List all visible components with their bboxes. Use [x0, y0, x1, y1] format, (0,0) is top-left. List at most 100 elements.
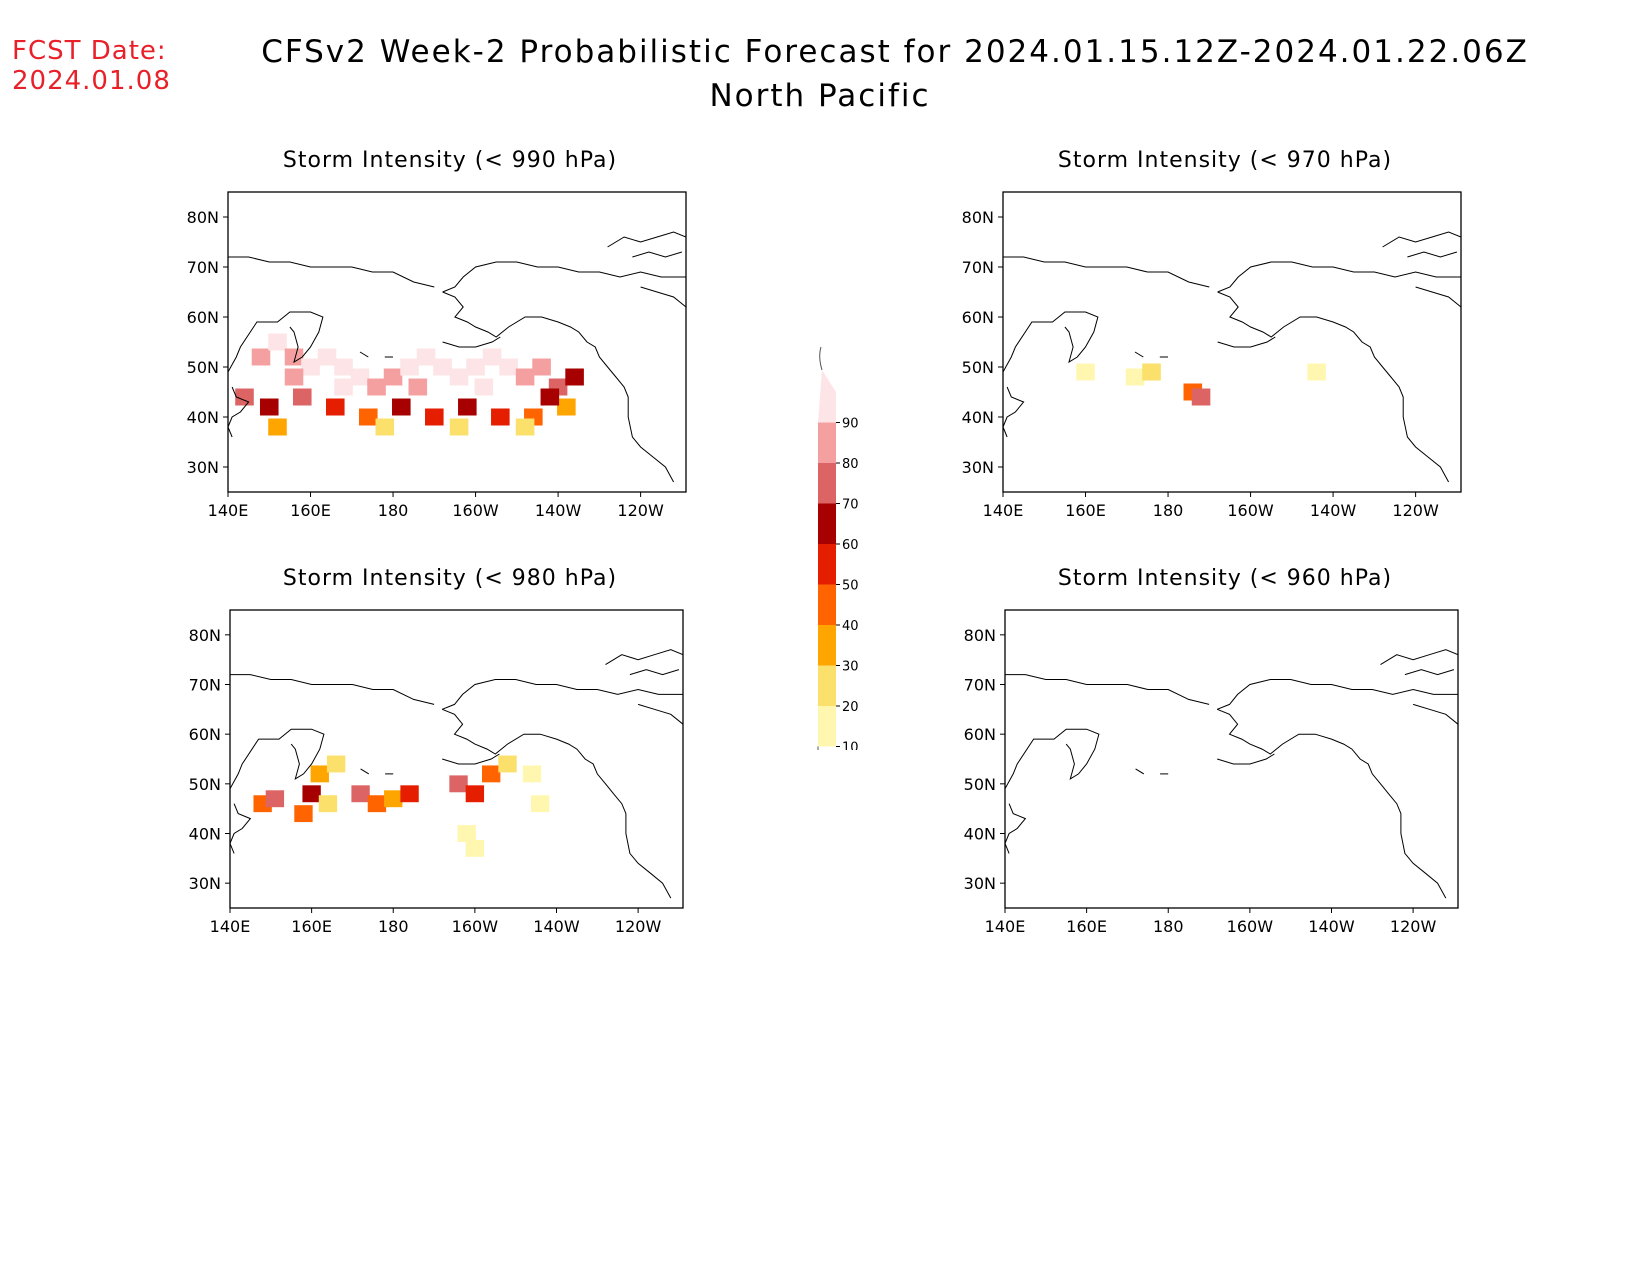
legend-swatch: [818, 665, 836, 706]
legend-swatch: [818, 503, 836, 544]
map-frame: [1002, 191, 1462, 493]
probability-cell: [482, 348, 502, 366]
probability-cell: [392, 398, 411, 416]
legend-swatch: [818, 625, 836, 666]
lat-tick-label: 60N: [962, 308, 994, 327]
fcst-date-block: FCST Date: 2024.01.08: [12, 36, 171, 96]
coastline: [629, 669, 680, 676]
probability-cell: [416, 348, 436, 366]
map-frame: [1004, 609, 1459, 909]
probability-cell: [359, 408, 378, 426]
probability-cell: [457, 825, 476, 842]
map-panel-970: Storm Intensity (< 970 hPa) 80N 70N 60N 50N…: [935, 148, 1465, 530]
lat-tick-label: 30N: [189, 874, 221, 893]
coastline: [1217, 753, 1275, 765]
lat-tick-label: 30N: [187, 458, 219, 477]
panel-title-970: Storm Intensity (< 970 hPa): [1057, 148, 1393, 173]
coastline: [442, 291, 675, 483]
coastline: [442, 261, 686, 293]
coastline: [230, 803, 252, 854]
probability-cell: [384, 790, 403, 808]
probability-cell: [350, 368, 370, 386]
legend-swatch: [818, 422, 836, 463]
probability-cell: [1142, 363, 1161, 381]
lat-tick-label: 60N: [964, 725, 996, 744]
coastline: [632, 251, 683, 258]
lat-tick-label: 50N: [189, 775, 221, 794]
lon-tick-label: 160E: [291, 917, 332, 936]
probability-cell: [449, 368, 469, 386]
lon-tick-label: 180: [378, 917, 409, 936]
lat-tick-label: 70N: [187, 258, 219, 277]
map-panel-990: Storm Intensity (< 990 hPa) 80N 70N 60N 50N…: [160, 148, 690, 530]
coastline: [1415, 286, 1461, 308]
probability-cell: [465, 839, 485, 857]
probability-cell: [334, 358, 353, 376]
lat-tick-label: 70N: [189, 676, 221, 695]
probability-cell: [449, 418, 469, 436]
coastline: [1380, 649, 1458, 666]
probability-cell: [491, 408, 510, 426]
lat-tick-label: 30N: [962, 458, 994, 477]
probability-cell: [284, 348, 304, 366]
map-panel-980: Storm Intensity (< 980 hPa) 80N 70N 60N 50N…: [162, 566, 692, 938]
coastline: [1382, 231, 1461, 248]
coastline: [359, 351, 369, 358]
legend-colorbar: 10 20 30 40 50 60 70 80 90: [817, 346, 859, 791]
lon-tick-label: 120W: [1392, 501, 1439, 520]
probability-cell: [425, 408, 444, 426]
probability-cell: [284, 368, 304, 386]
lat-tick-label: 80N: [187, 208, 219, 227]
legend-label: 60: [842, 538, 859, 553]
coastline: [360, 768, 370, 775]
lon-tick-label: 160E: [1065, 501, 1106, 520]
lon-tick-label: 140W: [1308, 917, 1355, 936]
coastline: [442, 753, 500, 765]
coastline: [1005, 803, 1027, 854]
coastline: [1135, 768, 1145, 775]
probability-cell: [265, 790, 285, 808]
map-frame: [229, 609, 684, 909]
coastline: [1407, 251, 1458, 258]
coastline: [228, 256, 435, 288]
probability-cell: [408, 378, 428, 396]
lon-tick-label: 140E: [210, 917, 251, 936]
probability-cell: [540, 388, 560, 406]
probability-cell: [433, 358, 452, 376]
lat-tick-label: 40N: [962, 408, 994, 427]
probability-cell: [292, 388, 312, 406]
coastline: [1005, 674, 1210, 705]
probability-cell: [565, 368, 584, 386]
page-subtitle: North Pacific: [709, 78, 931, 114]
coastline: [1003, 311, 1099, 373]
legend-label: 30: [842, 660, 859, 675]
probability-cell: [400, 785, 419, 803]
probability-cell: [351, 785, 370, 803]
coastline: [1217, 261, 1461, 293]
coastline: [228, 386, 250, 438]
lat-tick-label: 40N: [964, 825, 996, 844]
fcst-date-label: FCST Date:: [12, 36, 167, 66]
probability-cell: [318, 795, 338, 813]
lat-tick-label: 50N: [964, 775, 996, 794]
lat-tick-label: 40N: [189, 825, 221, 844]
probability-cell: [302, 785, 321, 803]
probability-cell: [466, 358, 485, 376]
probability-cell: [532, 358, 551, 376]
probability-cell: [268, 333, 287, 351]
lon-tick-label: 160W: [452, 501, 499, 520]
probability-cell: [522, 765, 542, 783]
coastline: [1134, 351, 1144, 358]
legend-label: 50: [842, 579, 859, 594]
probability-cell: [458, 398, 477, 416]
lon-tick-label: 120W: [1390, 917, 1437, 936]
lon-tick-label: 160W: [1227, 501, 1274, 520]
lon-tick-label: 120W: [617, 501, 664, 520]
coastline: [1217, 291, 1450, 483]
lon-tick-label: 160W: [452, 917, 499, 936]
lon-tick-label: 180: [1153, 501, 1184, 520]
probability-cell: [367, 378, 386, 396]
lat-tick-label: 70N: [964, 676, 996, 695]
probability-cell: [498, 755, 517, 773]
probability-cell: [375, 418, 395, 436]
